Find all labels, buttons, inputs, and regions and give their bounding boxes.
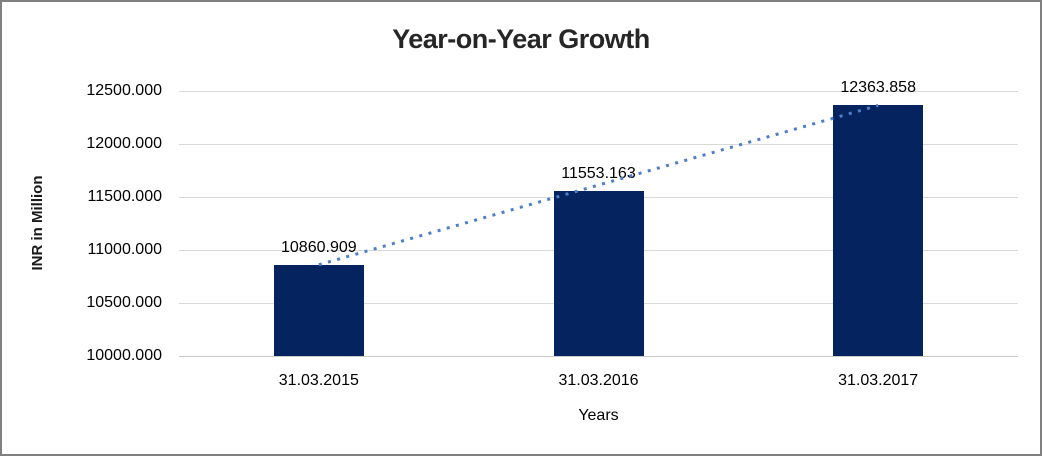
y-tick-label: 12500.000 <box>86 82 162 99</box>
bar <box>273 264 364 356</box>
chart-title: Year-on-Year Growth <box>392 24 650 54</box>
bar-data-label: 10860.909 <box>281 238 357 256</box>
bar <box>553 191 644 356</box>
bar-data-label: 11553.163 <box>561 165 636 183</box>
y-tick-label: 11000.000 <box>87 241 162 258</box>
x-tick-label: 31.03.2017 <box>838 372 919 389</box>
y-tick-label: 11500.000 <box>87 188 162 205</box>
bar-data-label: 12363.858 <box>840 79 916 97</box>
x-axis-title: Years <box>578 407 619 424</box>
x-tick-label: 31.03.2016 <box>558 372 639 389</box>
y-tick-label: 10500.000 <box>86 294 162 311</box>
y-tick-label: 10000.000 <box>86 347 162 364</box>
x-tick-label: 31.03.2015 <box>278 372 359 389</box>
bar <box>833 105 924 356</box>
y-tick-label: 12000.000 <box>86 135 162 152</box>
gridline <box>179 90 1018 92</box>
x-axis-line <box>179 356 1018 357</box>
